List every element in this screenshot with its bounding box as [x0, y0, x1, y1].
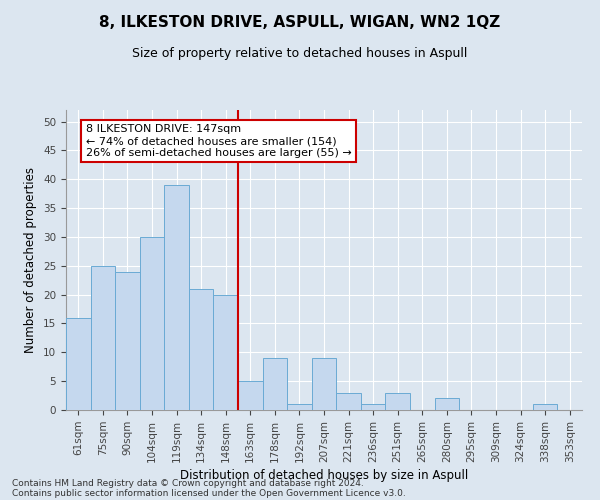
Bar [66, 318, 91, 410]
X-axis label: Distribution of detached houses by size in Aspull: Distribution of detached houses by size … [180, 469, 468, 482]
Bar [385, 392, 410, 410]
Y-axis label: Number of detached properties: Number of detached properties [25, 167, 37, 353]
Text: 8 ILKESTON DRIVE: 147sqm
← 74% of detached houses are smaller (154)
26% of semi-: 8 ILKESTON DRIVE: 147sqm ← 74% of detach… [86, 124, 352, 158]
Text: 8, ILKESTON DRIVE, ASPULL, WIGAN, WN2 1QZ: 8, ILKESTON DRIVE, ASPULL, WIGAN, WN2 1Q… [100, 15, 500, 30]
Bar [238, 381, 263, 410]
Bar [140, 237, 164, 410]
Bar [336, 392, 361, 410]
Text: Contains public sector information licensed under the Open Government Licence v3: Contains public sector information licen… [12, 488, 406, 498]
Bar [189, 289, 214, 410]
Bar [164, 185, 189, 410]
Bar [263, 358, 287, 410]
Bar [91, 266, 115, 410]
Bar [214, 294, 238, 410]
Bar [361, 404, 385, 410]
Bar [533, 404, 557, 410]
Bar [115, 272, 140, 410]
Bar [434, 398, 459, 410]
Bar [287, 404, 312, 410]
Text: Size of property relative to detached houses in Aspull: Size of property relative to detached ho… [133, 48, 467, 60]
Bar [312, 358, 336, 410]
Text: Contains HM Land Registry data © Crown copyright and database right 2024.: Contains HM Land Registry data © Crown c… [12, 478, 364, 488]
